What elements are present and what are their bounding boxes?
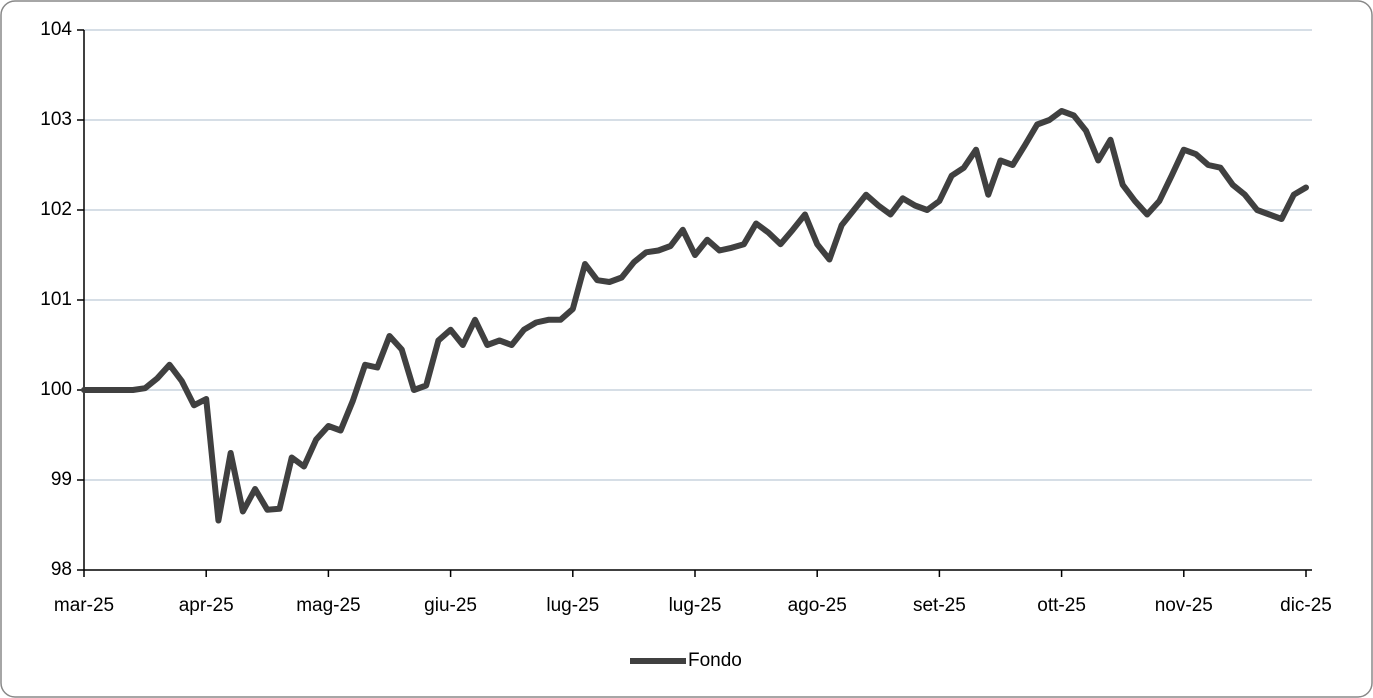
x-tick-label: ott-25 [1037, 595, 1086, 616]
y-tick-label: 99 [51, 469, 72, 490]
line-series [81, 108, 1309, 524]
x-tick-label: apr-25 [179, 595, 234, 616]
x-tick-label: ago-25 [788, 595, 847, 616]
x-tick-label: lug-25 [669, 595, 722, 616]
y-tick-label: 103 [40, 109, 72, 130]
x-tick-label: lug-25 [546, 595, 599, 616]
y-tick-label: 104 [40, 19, 72, 40]
y-tick-label: 100 [40, 379, 72, 400]
x-tick-label: nov-25 [1155, 595, 1213, 616]
x-tick-label: mar-25 [54, 595, 114, 616]
y-tick-label: 98 [51, 559, 72, 580]
y-tick-label: 102 [40, 199, 72, 220]
legend-label: Fondo [688, 650, 742, 671]
x-tick-label: mag-25 [296, 595, 360, 616]
x-tick-label: giu-25 [424, 595, 477, 616]
y-tick-label: 101 [40, 289, 72, 310]
x-tick-label: dic-25 [1280, 595, 1332, 616]
x-tick-label: set-25 [913, 595, 966, 616]
